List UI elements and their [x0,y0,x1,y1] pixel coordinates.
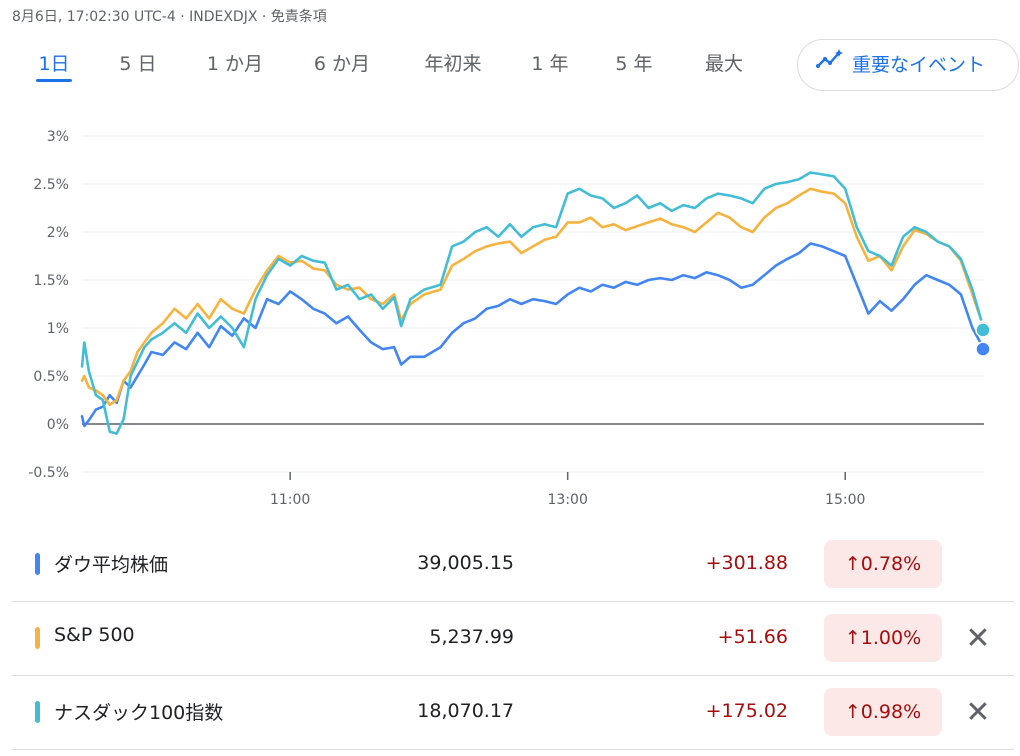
percent-change-badge: ↑0.98% [824,688,942,736]
quote-row-nasdaq100[interactable]: ナスダック100指数 18,070.17 +175.02 ↑0.98% ✕ [12,676,1014,750]
remove-comparison-close-icon[interactable]: ✕ [965,695,991,730]
percent-value: 0.78% [860,553,922,575]
percent-change-badge: ↑0.78% [824,540,942,588]
y-tick-label: 1% [47,321,69,337]
tab-5d[interactable]: 5 日 [119,53,157,75]
quote-row-sp500[interactable]: S&P 500 5,237.99 +51.66 ↑1.00% ✕ [12,602,1014,676]
arrow-up-icon: ↑ [844,701,861,723]
x-tick-label: 11:00 [270,492,310,508]
quote-price: 5,237.99 [429,626,514,648]
series-line-0 [80,242,986,428]
series-swatch [35,553,40,575]
remove-comparison-close-icon[interactable]: ✕ [965,621,991,656]
series-swatch [35,701,40,723]
quote-name: ダウ平均株価 [54,554,169,576]
series-line-1 [80,187,986,407]
range-tabs: 1日 5 日 1 か月 6 か月 年初来 1 年 5 年 最大 [0,50,790,90]
tab-max[interactable]: 最大 [704,53,743,75]
percent-value: 0.98% [860,701,922,723]
y-tick-label: 3% [47,129,69,145]
quote-name: ナスダック100指数 [54,702,224,724]
x-tick-label: 15:00 [825,492,865,508]
tab-1y[interactable]: 1 年 [531,53,569,75]
series-end-point-0 [975,341,991,357]
y-tick-label: -0.5% [28,465,69,481]
key-events-label: 重要なイベント [852,54,986,76]
intraday-chart[interactable]: 3% 2.5% 2% 1.5% 1% 0.5% 0% -0.5% 11:00 13:00 15:00 [0,118,1020,518]
tab-ytd[interactable]: 年初来 [424,53,482,75]
quote-change: +51.66 [717,626,788,648]
sparkle-chart-icon [816,39,844,89]
tab-1m[interactable]: 1 か月 [206,53,264,75]
series-swatch [35,627,40,649]
quote-name: S&P 500 [54,624,135,646]
arrow-up-icon: ↑ [844,553,861,575]
quote-row-dow[interactable]: ダウ平均株価 39,005.15 +301.88 ↑0.78% [12,528,1014,602]
tab-6m[interactable]: 6 か月 [313,53,371,75]
quote-price: 18,070.17 [417,700,514,722]
quote-change: +301.88 [705,552,788,574]
percent-change-badge: ↑1.00% [824,614,942,662]
y-tick-label: 2.5% [33,177,69,193]
tab-1d[interactable]: 1日 [36,50,72,84]
series-end-point-2 [975,322,991,338]
meta-line: 8月6日, 17:02:30 UTC-4 · INDEXDJX · 免責条項 [12,9,327,25]
y-tick-label: 0% [47,417,69,433]
quote-change: +175.02 [705,700,788,722]
y-tick-label: 2% [47,225,69,241]
arrow-up-icon: ↑ [844,627,861,649]
quote-price: 39,005.15 [417,552,514,574]
percent-value: 1.00% [860,627,922,649]
series-line-2 [80,171,986,435]
y-tick-label: 1.5% [33,273,69,289]
key-events-button[interactable]: 重要なイベント [797,39,1019,91]
quote-list: ダウ平均株価 39,005.15 +301.88 ↑0.78% S&P 500 … [12,528,1014,750]
x-tick-label: 13:00 [548,492,588,508]
tab-5y[interactable]: 5 年 [615,53,653,75]
y-tick-label: 0.5% [33,369,69,385]
